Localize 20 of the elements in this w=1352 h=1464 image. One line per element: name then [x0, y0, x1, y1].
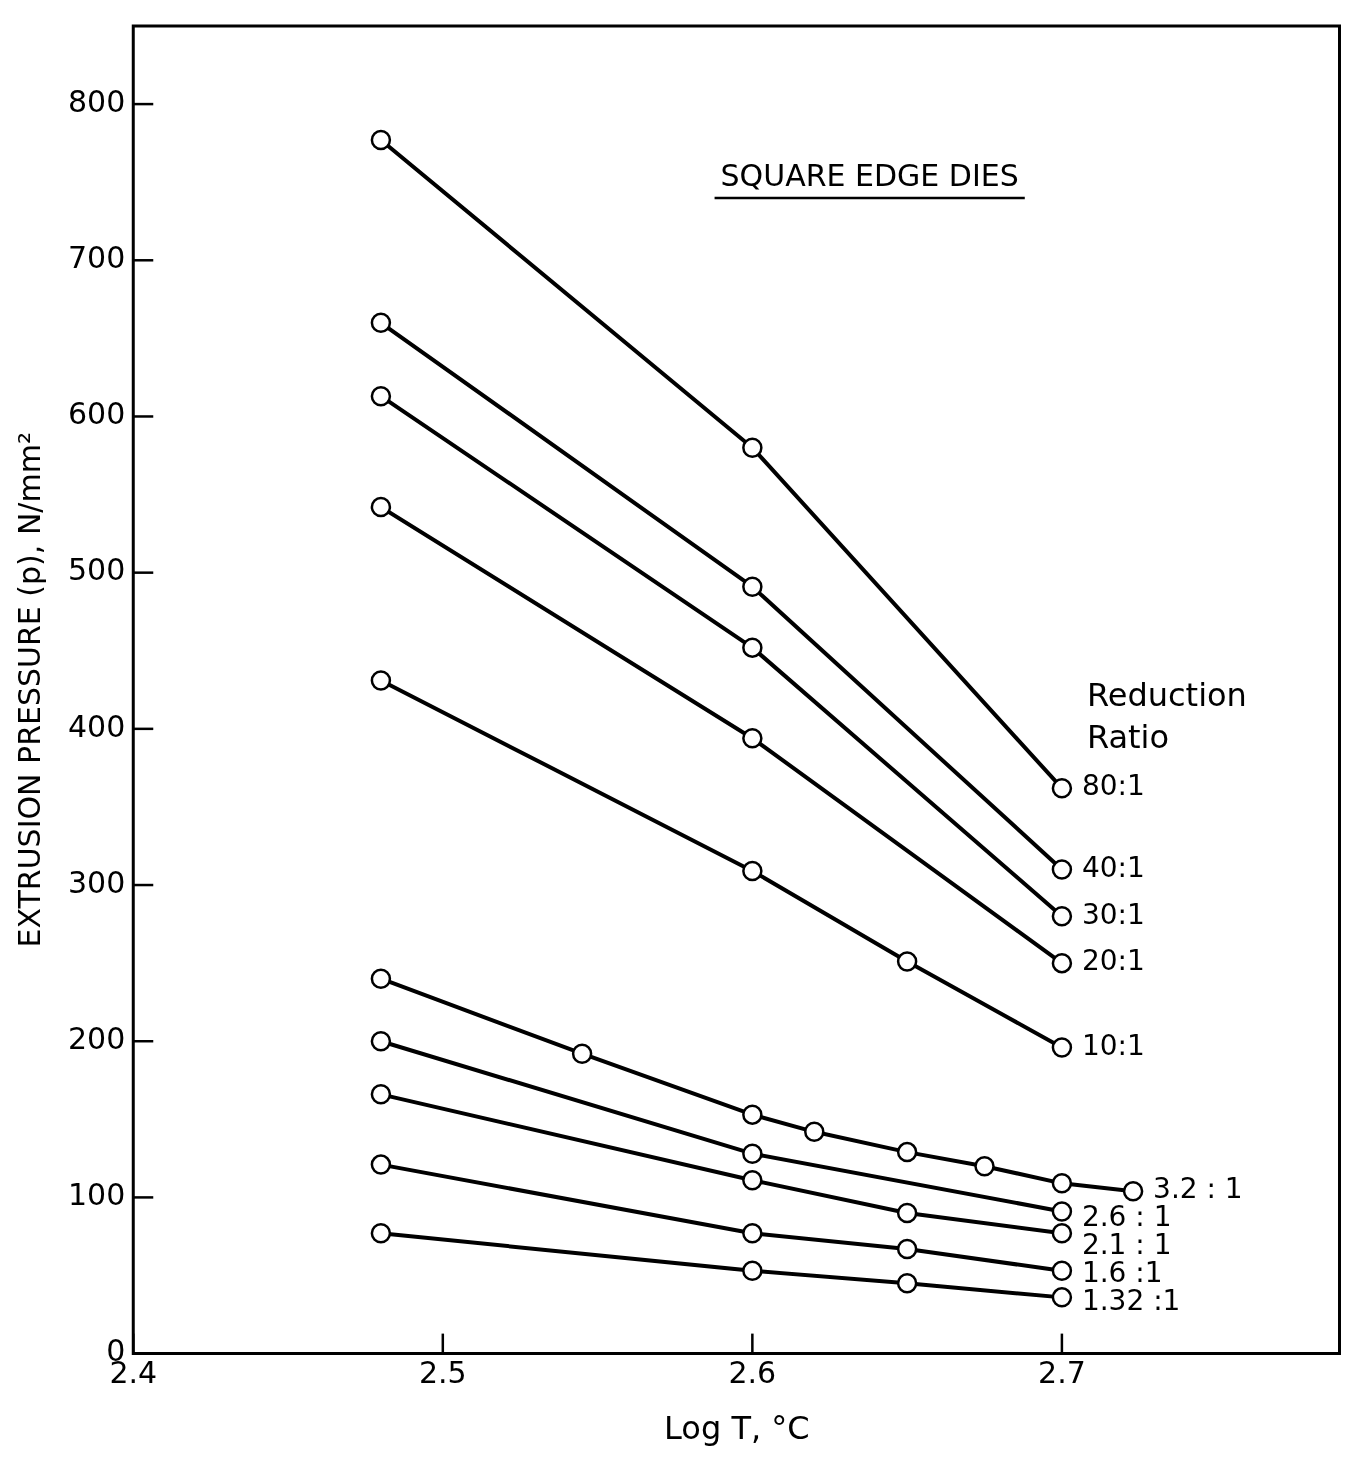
- x-axis-title: Log T, °C: [664, 1409, 810, 1448]
- series-label: 80:1: [1081, 769, 1145, 803]
- series-label: 20:1: [1081, 944, 1145, 978]
- y-tick-label: 400: [68, 708, 126, 744]
- y-tick-label: 600: [68, 396, 126, 432]
- y-tick-label: 200: [68, 1021, 126, 1057]
- legend-title: Reduction Ratio: [1086, 676, 1247, 757]
- y-tick-label: 500: [68, 552, 126, 588]
- y-tick-label: 100: [68, 1177, 126, 1213]
- x-tick-label: 2.7: [1038, 1355, 1086, 1391]
- series-label: 10:1: [1081, 1028, 1145, 1062]
- y-tick-label: 300: [68, 864, 126, 900]
- text: SQUARE EDGE DIES: [720, 158, 1019, 193]
- y-tick-label: 700: [68, 240, 126, 276]
- x-tick-label: 2.6: [728, 1355, 777, 1391]
- y-axis-title: EXTRUSION PRESSURE (p), N/mm²: [11, 432, 47, 948]
- series-label: 30:1: [1081, 897, 1145, 931]
- y-tick-label: 800: [68, 83, 126, 119]
- x-tick-label: 2.5: [418, 1355, 467, 1391]
- series-label: 40:1: [1081, 850, 1145, 884]
